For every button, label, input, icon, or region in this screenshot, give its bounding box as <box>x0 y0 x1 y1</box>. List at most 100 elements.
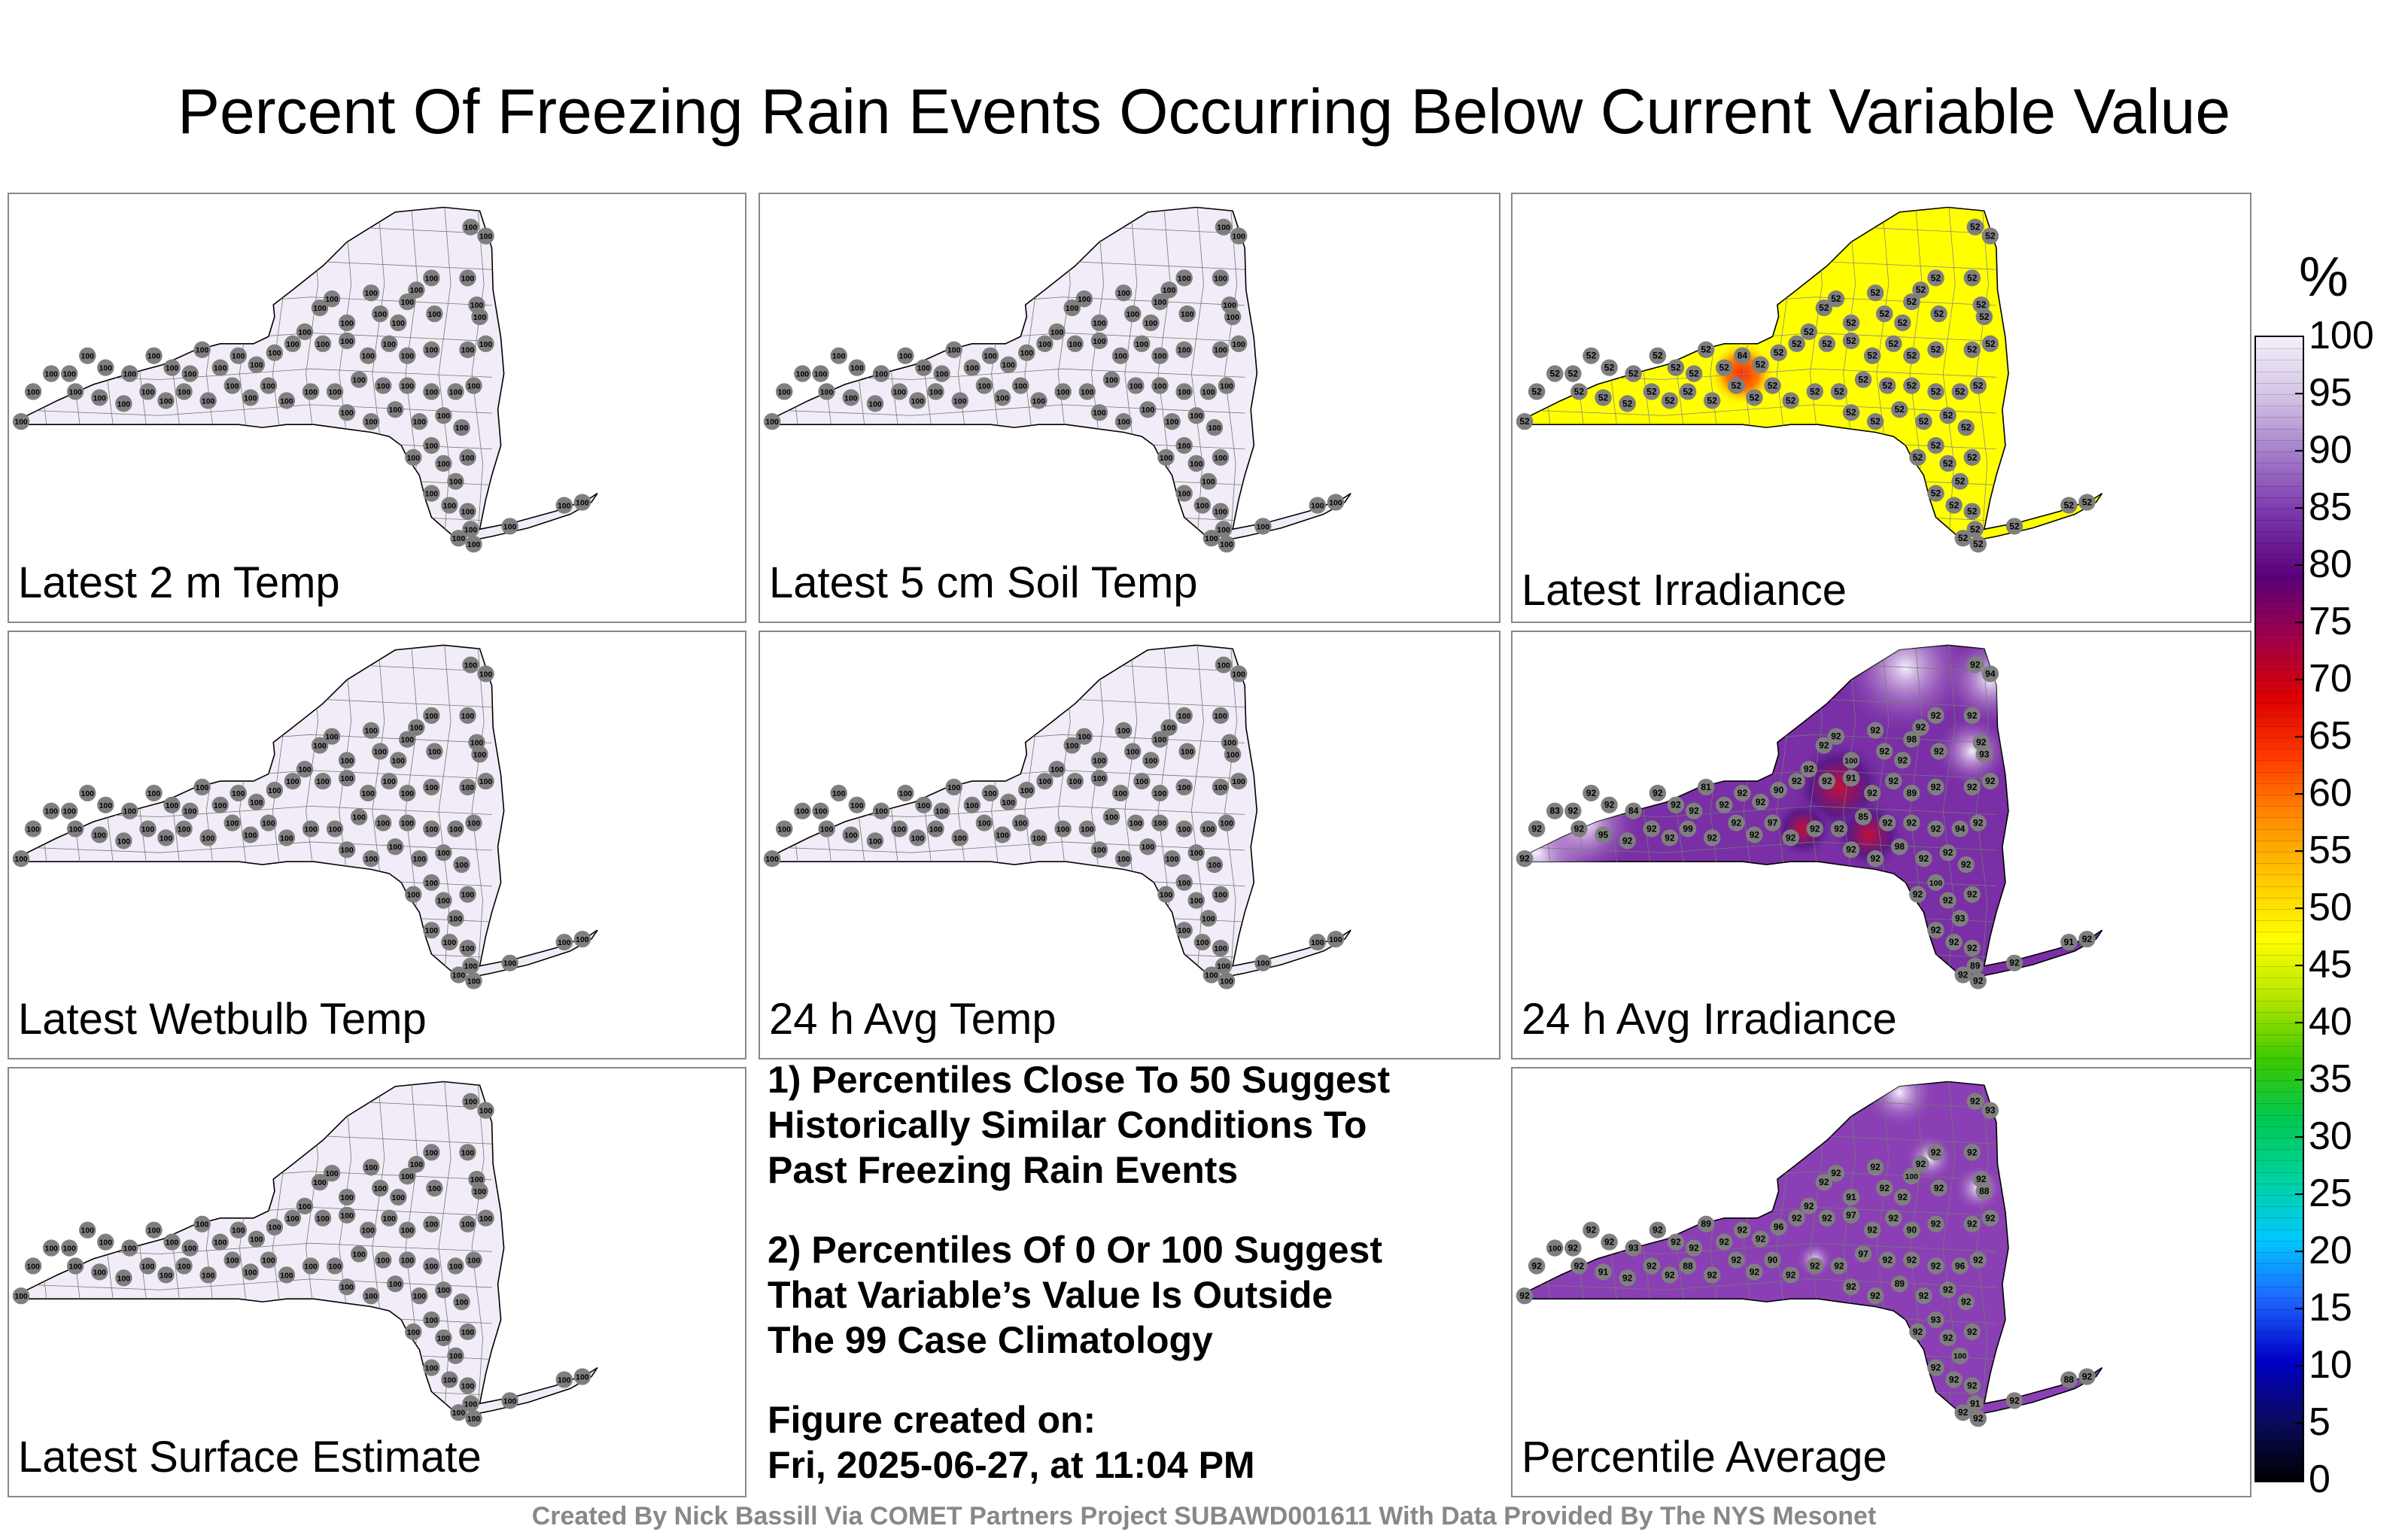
station-marker: 100 <box>1102 371 1120 388</box>
station-value: 100 <box>1166 418 1179 427</box>
station-value: 90 <box>1907 1225 1917 1236</box>
station-marker: 100 <box>323 1165 341 1182</box>
station-marker: 100 <box>338 1206 356 1223</box>
station-value: 52 <box>1979 312 1990 322</box>
station-marker: 100 <box>1163 413 1181 430</box>
panel-label: Percentile Average <box>1522 1433 1887 1482</box>
station-value: 100 <box>461 508 475 516</box>
station-value: 100 <box>69 388 83 397</box>
station-marker: 100 <box>399 293 416 311</box>
station-value: 100 <box>850 365 864 373</box>
shading-light <box>1863 1081 1936 1129</box>
colorbar-tick-mark <box>2295 622 2304 623</box>
station-value: 100 <box>1223 740 1236 748</box>
station-value: 100 <box>1126 311 1139 319</box>
station-value: 100 <box>316 778 330 786</box>
station-marker: 100 <box>1218 814 1236 831</box>
station-marker: 52 <box>1957 418 1975 436</box>
station-marker: 52 <box>1625 365 1642 382</box>
station-value: 84 <box>1628 806 1639 816</box>
station-value: 100 <box>832 790 846 798</box>
station-value: 52 <box>1985 231 1996 242</box>
station-value: 52 <box>1898 318 1908 328</box>
station-marker: 100 <box>1018 781 1035 799</box>
station-marker: 100 <box>362 413 380 430</box>
station-marker: 100 <box>1090 404 1108 421</box>
station-value: 100 <box>965 365 979 373</box>
station-value: 52 <box>1774 348 1784 358</box>
station-marker: 100 <box>775 820 793 837</box>
station-value: 100 <box>389 843 403 852</box>
station-marker: 100 <box>1063 299 1081 317</box>
station-value: 100 <box>364 290 378 298</box>
station-marker: 100 <box>1114 722 1133 739</box>
station-value: 100 <box>452 1409 466 1418</box>
station-marker: 100 <box>350 371 368 388</box>
station-marker: 92 <box>1649 784 1667 802</box>
station-marker: 100 <box>211 359 229 376</box>
station-marker: 100 <box>1327 494 1345 511</box>
station-value: 100 <box>141 388 155 397</box>
station-marker: 52 <box>1679 383 1697 400</box>
station-value: 100 <box>298 1203 312 1211</box>
station-marker: 52 <box>1570 383 1588 400</box>
station-marker: 92 <box>1516 850 1534 868</box>
station-marker: 92 <box>1909 886 1926 903</box>
station-marker: 52 <box>1969 536 1987 553</box>
station-value: 100 <box>63 371 77 379</box>
station-marker: 100 <box>477 1209 494 1226</box>
station-marker: 92 <box>1818 773 1836 790</box>
station-value: 100 <box>443 1377 457 1385</box>
station-marker: 100 <box>477 1102 494 1119</box>
station-marker: 100 <box>371 305 389 323</box>
station-marker: 92 <box>1927 1215 1944 1233</box>
station-value: 92 <box>1756 1234 1766 1245</box>
station-value: 100 <box>1014 382 1028 391</box>
station-marker: 100 <box>830 347 847 364</box>
station-value: 52 <box>1970 222 1981 233</box>
station-marker: 100 <box>927 820 944 837</box>
station-marker: 100 <box>1215 957 1233 974</box>
station-marker: 52 <box>1827 290 1845 308</box>
station-value: 100 <box>166 1239 179 1248</box>
station-value: 92 <box>1870 1290 1880 1301</box>
station-marker: 92 <box>1734 784 1751 802</box>
station-value: 100 <box>1163 287 1176 295</box>
station-marker: 100 <box>459 1377 476 1394</box>
station-marker: 100 <box>296 323 314 341</box>
station-marker: 100 <box>1199 820 1218 837</box>
station-value: 52 <box>1895 404 1905 415</box>
station-marker: 52 <box>1863 347 1881 364</box>
station-value: 100 <box>1202 479 1215 487</box>
station-marker: 92 <box>1939 844 1956 862</box>
station-value: 83 <box>1550 806 1561 816</box>
station-marker: 100 <box>423 1359 440 1376</box>
station-value: 100 <box>1066 305 1079 313</box>
station-value: 100 <box>340 1194 354 1202</box>
station-marker: 92 <box>1649 1221 1667 1239</box>
station-marker: 100 <box>915 359 932 376</box>
station-marker: 52 <box>1894 314 1911 332</box>
station-value: 92 <box>1931 782 1941 792</box>
station-value: 100 <box>1154 382 1167 391</box>
station-value: 100 <box>340 338 354 346</box>
station-marker: 100 <box>1206 418 1224 436</box>
station-value: 100 <box>467 1415 481 1424</box>
station-value: 100 <box>250 1236 263 1245</box>
station-marker: 100 <box>266 1218 284 1236</box>
station-value: 100 <box>298 329 312 337</box>
station-value: 91 <box>1846 1192 1856 1202</box>
station-marker: 100 <box>24 1257 42 1275</box>
station-value: 100 <box>503 523 517 531</box>
station-value: 100 <box>464 1400 478 1409</box>
station-value: 100 <box>313 1179 327 1187</box>
colorbar-tick-label: 50 <box>2309 886 2352 929</box>
station-value: 100 <box>1057 388 1070 397</box>
station-marker: 89 <box>1891 1275 1908 1293</box>
station-marker: 52 <box>2060 497 2078 514</box>
station-value: 100 <box>383 1215 397 1223</box>
station-value: 100 <box>1214 275 1227 283</box>
station-value: 92 <box>1738 1225 1748 1236</box>
station-marker: 52 <box>1954 530 1972 547</box>
station-value: 100 <box>184 808 197 816</box>
